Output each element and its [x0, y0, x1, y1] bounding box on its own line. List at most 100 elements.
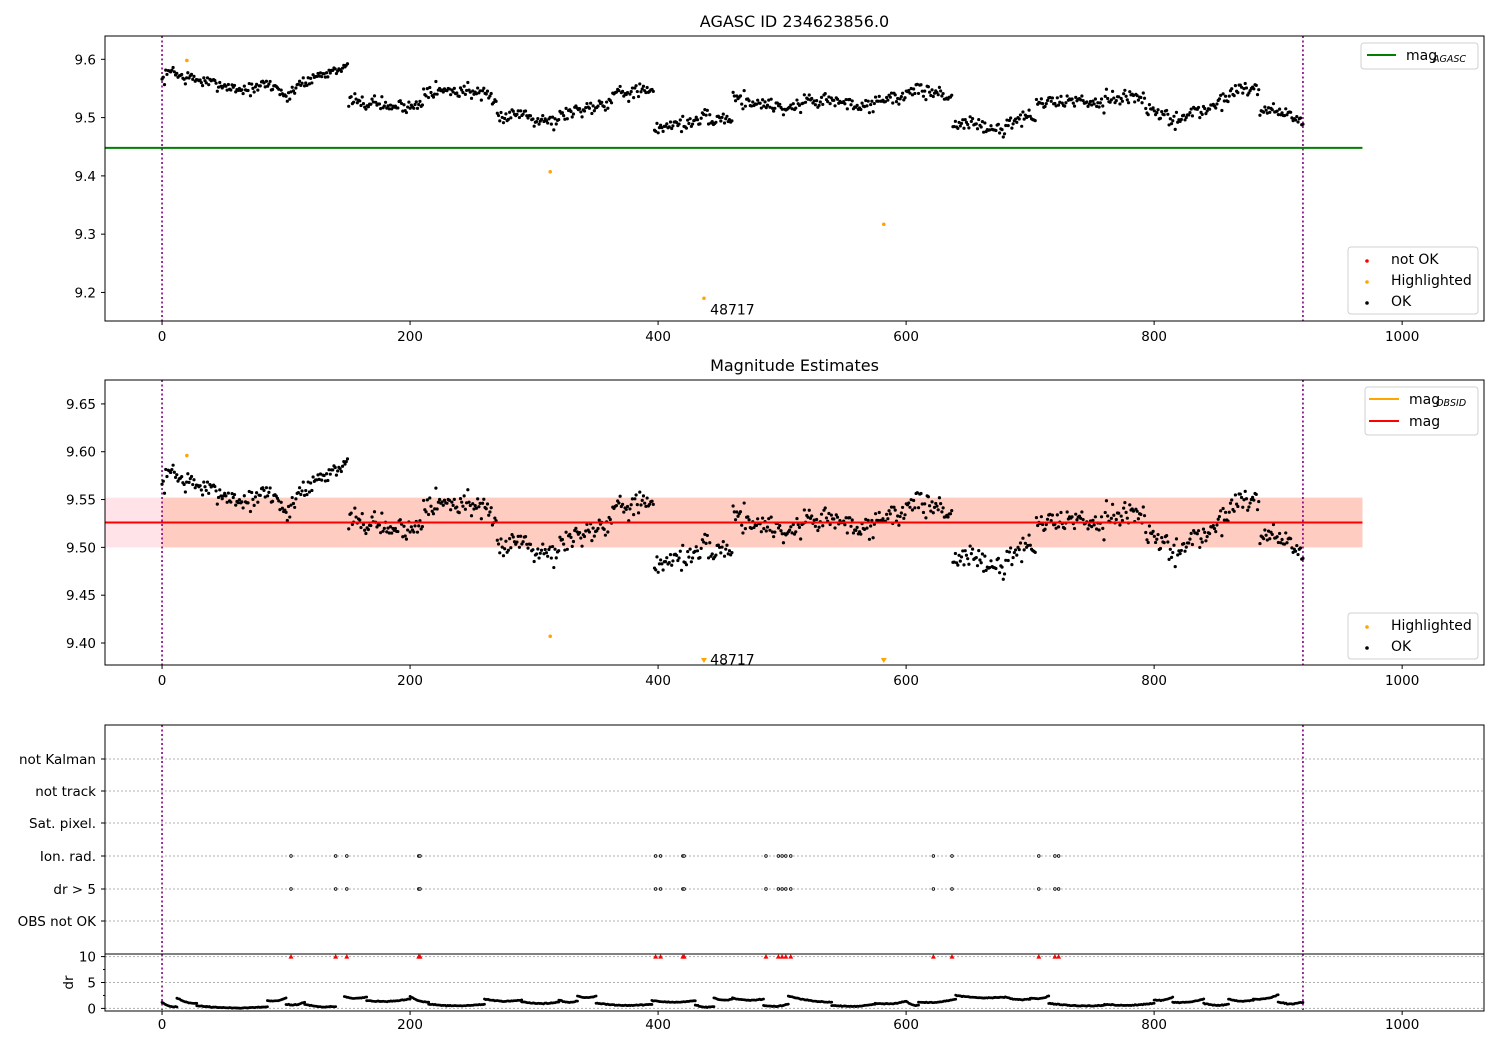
panel2-ok-point [1239, 495, 1244, 500]
panel2-ok-point [788, 528, 792, 532]
panel2-ok-point [892, 505, 896, 509]
panel1-ok-point [630, 86, 635, 90]
panel1-ok-point [1058, 100, 1062, 104]
panel1-ok-point [294, 86, 298, 90]
panel2-ok-point [693, 549, 697, 553]
panel1-ok-point [1088, 99, 1093, 104]
panel1-ok-point [182, 77, 186, 81]
panel2-ok-point [285, 518, 289, 523]
panel2-ok-point [354, 515, 358, 519]
panel1-ok-point [215, 89, 219, 93]
panel1-ok-point [775, 101, 779, 105]
panel1-ok-point [828, 102, 832, 106]
panel1-ok-point [661, 129, 665, 133]
panel2-ok-point [440, 500, 444, 504]
panel2-ok-point [1015, 553, 1019, 557]
panel2-ok-point [1166, 540, 1170, 544]
panel1-ok-point [688, 117, 692, 121]
panel1-ok-point [251, 86, 255, 90]
panel2-ok-point [706, 556, 711, 560]
panel2-ok-point [1280, 537, 1284, 542]
panel3-flag-point [658, 887, 663, 891]
panel1-ok-point [307, 82, 312, 86]
panel2-ok-point [175, 473, 179, 477]
panel1-ok-point [733, 99, 738, 103]
panel2-legend-lower-box [1347, 612, 1479, 660]
panel1-ok-point [451, 90, 455, 94]
panel3-flag-point [789, 887, 793, 891]
panel2-ok-point [435, 507, 439, 511]
panel1-legend-lower-box [1347, 246, 1479, 315]
panel2-ok-point [1174, 537, 1179, 541]
panel2-ok-point [297, 486, 302, 490]
panel1-ok-point [180, 72, 184, 77]
panel1-ok-point [1004, 123, 1008, 128]
panel2-legend-label: Highlighted [1391, 618, 1472, 634]
panel2-ok-point [468, 503, 472, 508]
panel2-ok-point [1203, 530, 1207, 534]
panel2-ok-point [585, 522, 589, 526]
panel2-ok-point [535, 552, 539, 556]
panel1-ok-point [1276, 113, 1280, 117]
panel2-ok-point [579, 536, 583, 540]
panel2-ok-point [998, 571, 1002, 575]
panel1-ok-point [284, 94, 288, 98]
panel1-ok-point [1043, 104, 1047, 109]
panel1-ok-point [958, 124, 962, 128]
panel2-ok-point [759, 530, 763, 534]
panel2-ok-point [577, 530, 582, 535]
panel1-ok-point [399, 101, 404, 106]
panel2-ok-point [1289, 537, 1293, 541]
panel3-ytick-label: OBS not OK [18, 914, 98, 930]
panel2-ok-point [681, 543, 685, 547]
panel1-ok-point [819, 95, 824, 99]
panel1-ok-point [1232, 94, 1236, 98]
panel1-ok-point [469, 96, 474, 100]
panel2-ok-point [655, 555, 659, 559]
panel1-ok-point [988, 128, 992, 132]
panel2-ok-point [293, 505, 297, 510]
panel2-ok-point [186, 472, 190, 476]
panel2-ok-point [898, 514, 902, 519]
panel2-ok-point [912, 498, 916, 503]
panel2-ok-point [403, 534, 407, 538]
panel2-ok-point [903, 513, 907, 517]
panel2-ok-point [538, 551, 542, 555]
panel1-ok-point [323, 75, 327, 79]
panel1-ok-point [515, 112, 519, 116]
panel1-ok-point [1141, 91, 1145, 95]
panel2-ok-point [633, 497, 637, 501]
panel1-ok-point [1002, 132, 1007, 136]
panel1-ok-point [398, 99, 402, 103]
panel2-ok-point [528, 542, 533, 546]
panel1-ok-point [617, 88, 621, 93]
panel2-ok-point [876, 518, 880, 523]
panel1-ok-point [1147, 102, 1152, 107]
panel2-ok-point [441, 503, 445, 507]
panel2-ok-point [552, 565, 556, 570]
panel2-ok-point [1162, 541, 1166, 545]
panel1-ok-point [345, 62, 350, 66]
panel1-ok-point [1126, 101, 1131, 105]
panel1-ok-point [213, 78, 217, 83]
panel2-ok-point [908, 505, 912, 509]
panel2-ok-point [614, 503, 619, 508]
panel1-ok-point [719, 119, 723, 123]
panel2-ok-point [829, 513, 833, 517]
panel1-ok-point [366, 105, 370, 109]
panel2-ok-point [1252, 498, 1256, 502]
panel2-ok-point [1040, 522, 1045, 527]
panel2-ok-point [231, 495, 235, 500]
panel2-ok-point [806, 515, 810, 519]
panel1-ok-point [768, 105, 772, 109]
panel2-ok-point [819, 512, 824, 516]
panel2-ok-point [408, 530, 412, 534]
panel2-ok-point [425, 498, 429, 502]
panel2-ok-point [1144, 530, 1148, 535]
panel3-flag-point [950, 854, 954, 858]
panel2-xtick-label: 200 [397, 673, 423, 689]
panel1-ok-point [931, 94, 935, 99]
panel1-ok-point [706, 122, 711, 126]
panel1-ok-point [627, 99, 631, 103]
